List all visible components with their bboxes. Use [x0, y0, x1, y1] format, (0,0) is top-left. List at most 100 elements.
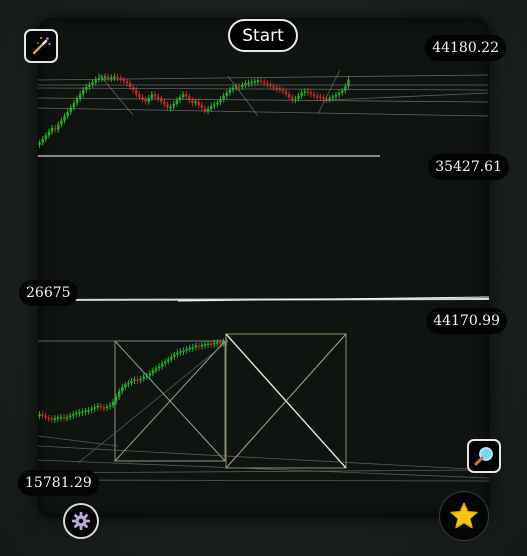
bottom-chart-candle — [127, 383, 129, 385]
top-chart-candle — [169, 107, 171, 109]
bottom-chart-candle — [139, 379, 141, 381]
magic-wand-icon — [30, 35, 52, 57]
bottom-chart-candle — [213, 343, 215, 345]
top-chart-candle — [185, 94, 187, 96]
magic-wand-button[interactable] — [24, 29, 58, 63]
top-chart-candle — [48, 132, 50, 136]
top-chart-candle — [104, 77, 106, 79]
top-chart-candle — [304, 91, 306, 93]
top-chart-candle — [148, 98, 150, 102]
top-chart-candle — [247, 83, 249, 85]
bottom-chart-candle — [41, 414, 43, 416]
bottom-trend-line — [38, 436, 118, 446]
bottom-chart-candle — [182, 350, 184, 352]
top-chart-candle — [344, 86, 346, 90]
top-chart-candle — [285, 91, 287, 94]
top-chart-candle — [310, 93, 312, 95]
bottom-chart-candle — [179, 351, 181, 353]
top-chart-candle — [41, 139, 43, 143]
bottom-chart-candle — [63, 417, 65, 419]
bottom-trend-line — [38, 470, 489, 473]
bottom-chart-candle — [100, 406, 102, 408]
top-chart-candle — [341, 91, 343, 93]
top-chart-candle — [329, 98, 331, 100]
top-chart-candle — [95, 80, 97, 83]
top-chart-candle — [60, 121, 62, 125]
bottom-chart-candle — [130, 381, 132, 383]
chart-canvas[interactable] — [38, 18, 489, 517]
bottom-trend-line — [38, 480, 489, 481]
bottom-chart-candle — [207, 344, 209, 346]
bottom-chart-candle — [133, 380, 135, 382]
bottom-chart-candle — [44, 416, 46, 418]
chart-panel — [38, 18, 489, 517]
top-chart-candle — [197, 102, 199, 106]
top-chart-candle — [154, 94, 156, 96]
top-chart-candle — [76, 99, 78, 103]
bottom-chart-candle — [112, 402, 114, 405]
top-chart-candle — [338, 93, 340, 95]
top-chart-candle — [57, 124, 59, 129]
top-chart-candle — [260, 80, 262, 82]
star-icon — [449, 501, 479, 531]
price-label-mid-right: 35427.61 — [428, 154, 509, 180]
top-chart-candle — [254, 81, 256, 83]
top-chart-candle — [297, 96, 299, 99]
top-chart-candle — [257, 80, 259, 82]
top-chart-candle — [251, 82, 253, 84]
top-chart-candle — [73, 103, 75, 107]
bottom-chart-candle — [90, 409, 92, 411]
top-chart-candle — [216, 102, 218, 104]
top-chart-candle — [91, 83, 93, 85]
bottom-chart-candle — [81, 411, 83, 413]
magnifier-icon — [473, 445, 495, 467]
bottom-chart-candle — [75, 413, 77, 415]
top-chart-candle — [51, 128, 53, 132]
bottom-chart-candle — [51, 418, 53, 420]
bottom-trend-line — [78, 341, 228, 463]
bottom-chart-candle — [192, 347, 194, 349]
price-label-mid-left: 26675 — [19, 280, 78, 306]
top-chart-candle — [138, 94, 140, 97]
top-chart-candle — [307, 91, 309, 93]
top-chart-candle — [63, 116, 65, 120]
bottom-chart-candle — [173, 355, 175, 357]
bottom-chart-candle — [54, 418, 56, 420]
top-chart-candle — [182, 94, 184, 97]
zoom-button[interactable] — [467, 439, 501, 473]
bottom-chart-candle — [69, 416, 71, 418]
bottom-chart-candle — [185, 349, 187, 351]
top-chart-candle — [300, 93, 302, 96]
bottom-chart-candle — [121, 387, 123, 391]
top-chart-candle — [291, 97, 293, 100]
bottom-chart-candle — [84, 411, 86, 413]
top-chart-candle — [210, 106, 212, 109]
price-label-top-right: 44180.22 — [425, 35, 506, 61]
settings-button[interactable] — [63, 503, 99, 539]
bottom-chart-candle — [161, 364, 163, 367]
start-button[interactable]: Start — [228, 19, 298, 52]
bottom-chart-candle — [216, 342, 218, 344]
top-chart-candle — [38, 143, 40, 145]
bottom-chart-candle — [158, 366, 160, 368]
bottom-chart-candle — [195, 346, 197, 348]
bottom-chart-candle — [136, 380, 138, 382]
top-chart-candle — [319, 96, 321, 98]
favorite-button[interactable] — [439, 491, 489, 541]
top-chart-candle — [272, 86, 274, 88]
bottom-chart-candle — [164, 362, 166, 364]
bottom-trend-line — [38, 446, 489, 470]
bottom-trend-line — [38, 460, 489, 478]
top-chart-candle — [82, 90, 84, 94]
top-chart-candle — [316, 96, 318, 98]
top-chart-candle — [191, 100, 193, 103]
bottom-chart-candle — [152, 371, 154, 374]
bottom-chart-candle — [93, 407, 95, 409]
top-chart-candle — [173, 104, 175, 107]
top-chart-candle — [282, 90, 284, 92]
top-chart-candle — [151, 94, 153, 98]
top-chart-candle — [157, 96, 159, 98]
bottom-chart-candle — [109, 405, 111, 407]
bottom-chart-candle — [60, 417, 62, 419]
price-label-bottom-left: 15781.29 — [18, 470, 99, 496]
